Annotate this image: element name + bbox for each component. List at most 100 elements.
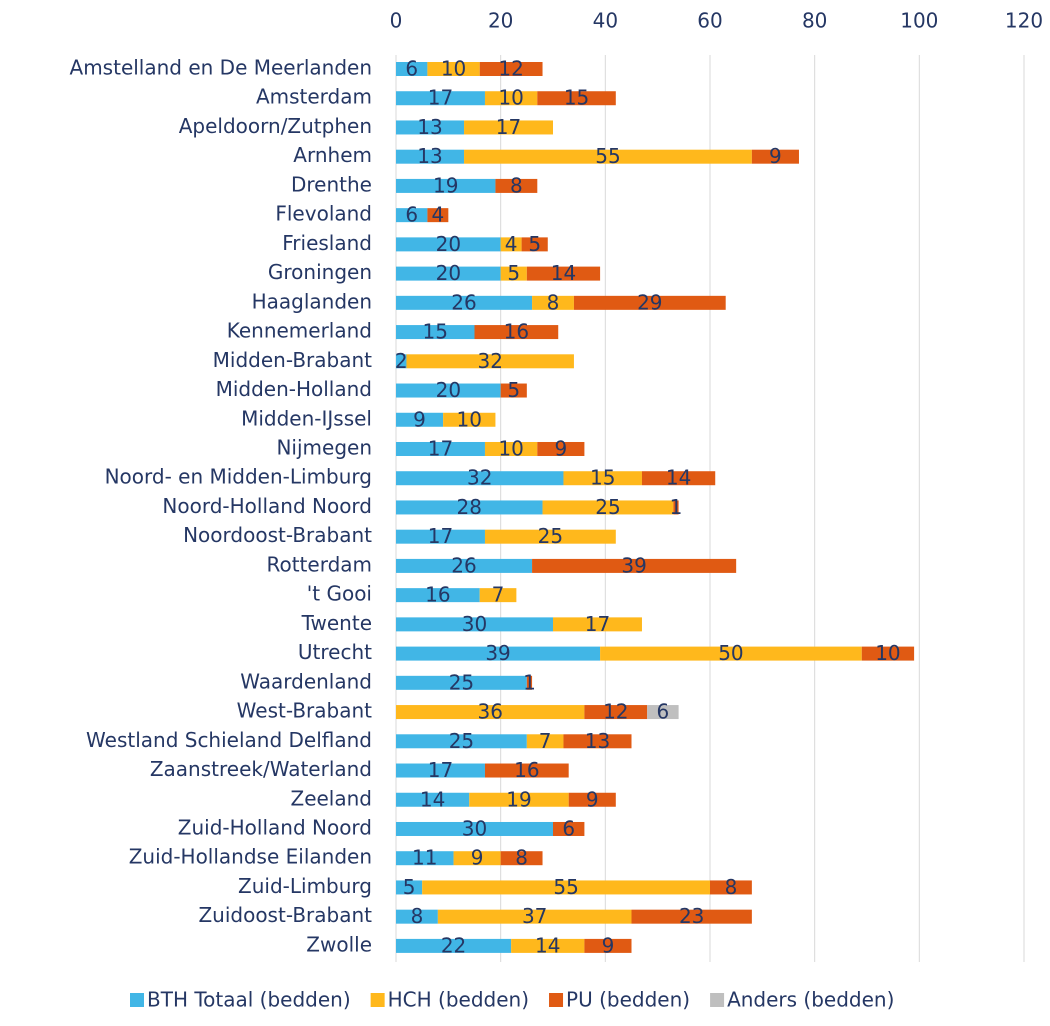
bar-segment xyxy=(495,178,538,193)
bar-segment xyxy=(396,880,423,895)
data-label: 37 xyxy=(522,904,547,928)
category-label: Noordoost-Brabant xyxy=(183,523,372,547)
category-label: 't Gooi xyxy=(307,582,372,606)
data-label: 25 xyxy=(538,524,563,548)
data-label: 32 xyxy=(477,349,502,373)
bar-segment xyxy=(396,851,454,866)
data-label: 9 xyxy=(586,787,599,811)
bar-segment xyxy=(641,471,716,486)
data-label: 9 xyxy=(413,407,426,431)
bar-segment xyxy=(396,705,585,720)
legend-label: Anders (bedden) xyxy=(727,988,894,1012)
data-label: 10 xyxy=(498,436,523,460)
bar-segment xyxy=(511,938,585,953)
data-label: 17 xyxy=(428,436,453,460)
bar-segment xyxy=(500,383,527,398)
category-label: Zeeland xyxy=(291,786,373,810)
data-label: 29 xyxy=(637,290,662,314)
category-label: Midden-IJssel xyxy=(241,406,372,430)
bar-segment xyxy=(647,705,679,720)
bar-segment xyxy=(396,471,564,486)
data-label: 9 xyxy=(602,933,615,957)
bar-segment xyxy=(553,821,585,836)
bar-segment xyxy=(396,734,527,749)
bar-segment xyxy=(568,792,616,807)
data-label: 8 xyxy=(515,846,528,870)
data-label: 7 xyxy=(492,583,505,607)
data-label: 13 xyxy=(585,729,610,753)
bar-segment xyxy=(396,821,553,836)
x-tick-label: 60 xyxy=(697,9,722,33)
x-tick-label: 20 xyxy=(488,9,513,33)
bar-segment xyxy=(631,909,752,924)
bar-segment xyxy=(406,354,574,369)
bar-segment xyxy=(537,91,616,106)
data-label: 16 xyxy=(425,583,450,607)
data-label: 17 xyxy=(585,612,610,636)
bar-segment xyxy=(396,646,601,661)
bar-segment xyxy=(427,62,480,76)
data-label: 55 xyxy=(553,875,578,899)
data-label: 14 xyxy=(535,933,560,957)
data-label: 8 xyxy=(510,173,523,197)
bar-segment xyxy=(573,295,726,310)
bar-segment xyxy=(584,705,648,720)
bar-segment xyxy=(673,500,679,515)
category-label: Noord- en Midden-Limburg xyxy=(105,465,372,489)
data-label: 6 xyxy=(405,57,418,81)
bar-segment xyxy=(553,617,642,632)
data-label: 28 xyxy=(457,495,482,519)
category-label: Flevoland xyxy=(275,202,372,226)
legend-label: BTH Totaal (bedden) xyxy=(147,988,351,1012)
data-label: 1 xyxy=(523,670,536,694)
category-label: Zuid-Holland Noord xyxy=(178,815,372,839)
data-label: 25 xyxy=(449,729,474,753)
data-label: 11 xyxy=(412,846,437,870)
data-label: 4 xyxy=(431,203,444,227)
bar-segment xyxy=(396,588,480,603)
bar-segment xyxy=(861,646,915,661)
bar-segment xyxy=(500,851,543,866)
bar-segment xyxy=(464,149,752,164)
legend-swatch xyxy=(370,993,385,1007)
x-tick-label: 40 xyxy=(593,9,618,33)
data-label: 15 xyxy=(590,466,615,490)
bar-segment xyxy=(526,734,564,749)
x-tick-label: 0 xyxy=(390,9,403,33)
data-label: 55 xyxy=(595,144,620,168)
category-label: Haaglanden xyxy=(252,289,372,313)
data-label: 15 xyxy=(564,86,589,110)
bar-segment xyxy=(479,588,517,603)
bar-segment xyxy=(396,617,553,632)
bar-segment xyxy=(396,763,485,778)
bar-segment xyxy=(396,208,428,223)
bar-segment xyxy=(396,441,485,456)
data-label: 36 xyxy=(477,700,502,724)
data-label: 9 xyxy=(769,144,782,168)
category-label: Zuid-Limburg xyxy=(238,874,372,898)
bar-segment xyxy=(396,149,465,164)
category-label: Zuidoost-Brabant xyxy=(198,903,372,927)
bar-segment xyxy=(396,412,444,427)
category-label: Groningen xyxy=(268,260,372,284)
data-label: 19 xyxy=(506,787,531,811)
data-label: 17 xyxy=(428,524,453,548)
category-label: Westland Schieland Delfland xyxy=(86,728,372,752)
data-label: 32 xyxy=(467,466,492,490)
bar-segment xyxy=(464,120,553,135)
bar-segment xyxy=(396,295,533,310)
legend-label: HCH (bedden) xyxy=(388,988,529,1012)
data-label: 16 xyxy=(504,320,529,344)
bar-segment xyxy=(484,529,616,544)
category-label: Rotterdam xyxy=(266,552,372,576)
data-label: 5 xyxy=(403,875,416,899)
data-label: 20 xyxy=(436,232,461,256)
data-label: 25 xyxy=(449,670,474,694)
bar-segment xyxy=(396,909,438,924)
data-label: 13 xyxy=(417,115,442,139)
bar-segment xyxy=(600,646,862,661)
data-label: 14 xyxy=(420,787,445,811)
data-label: 30 xyxy=(462,816,487,840)
bar-segment xyxy=(474,325,559,340)
